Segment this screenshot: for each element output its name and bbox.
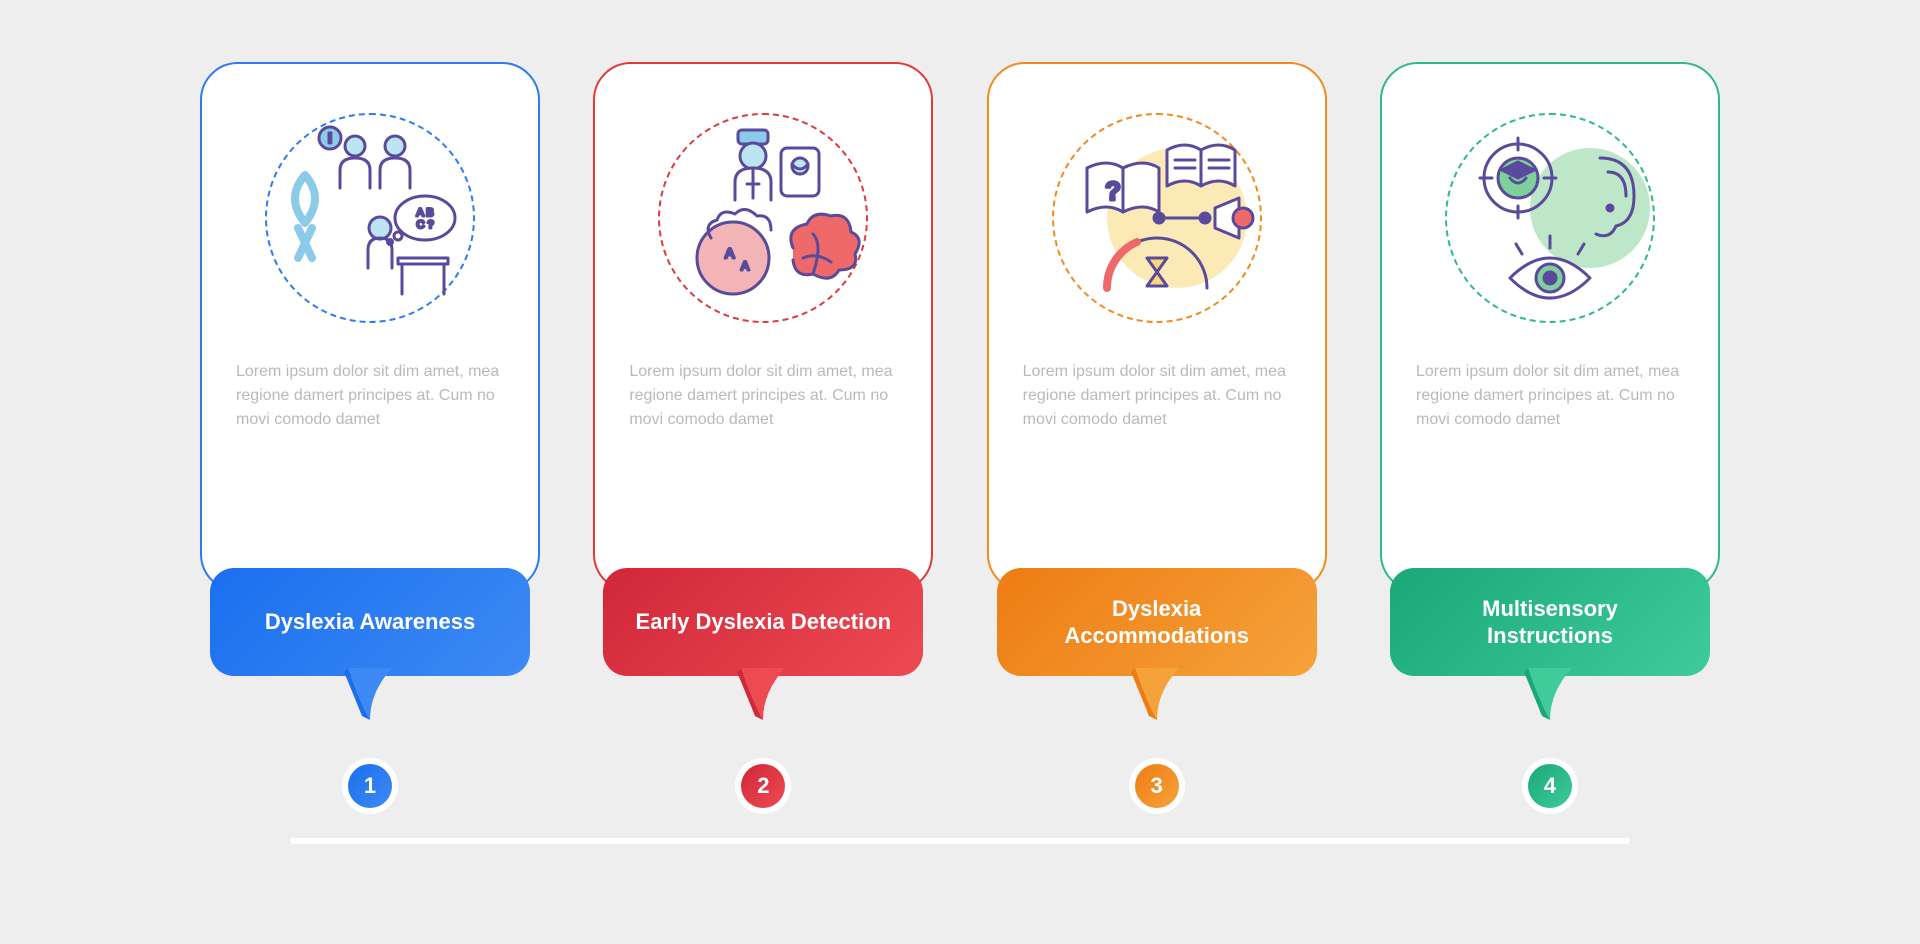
svg-text:A: A	[725, 245, 735, 261]
svg-text:A: A	[741, 259, 749, 273]
card-description: Lorem ipsum dolor sit dim amet, mea regi…	[623, 360, 903, 432]
card: A A Lorem ipsum dolor sit dim amet, mea …	[593, 62, 933, 592]
card-title: Dyslexia Accommodations	[1025, 595, 1289, 650]
bubble-tail-icon	[733, 668, 793, 728]
card-title: Early Dyslexia Detection	[636, 608, 892, 636]
svg-text:i: i	[328, 130, 332, 146]
accommodations-icon: ?	[1047, 108, 1267, 328]
card-title: Dyslexia Awareness	[265, 608, 475, 636]
step-number: 2	[757, 773, 769, 799]
card-description: Lorem ipsum dolor sit dim amet, mea regi…	[1410, 360, 1690, 432]
number-inner: 2	[741, 764, 785, 808]
title-bubble: Dyslexia Awareness	[210, 568, 530, 676]
icon-area	[1430, 98, 1670, 338]
icon-area: i A B C ?	[250, 98, 490, 338]
infographic-stage: i A B C ? Lorem ipsum dolor sit dim amet…	[200, 62, 1720, 882]
step-number: 4	[1544, 773, 1556, 799]
number-badge: 3	[1129, 758, 1185, 814]
card: Lorem ipsum dolor sit dim amet, mea regi…	[1380, 62, 1720, 592]
card-description: Lorem ipsum dolor sit dim amet, mea regi…	[230, 360, 510, 432]
card-column: ? Lorem ipsum dolor sit dim amet, mea re	[987, 62, 1327, 676]
card-column: A A Lorem ipsum dolor sit dim amet, mea …	[593, 62, 933, 676]
title-bubble: Early Dyslexia Detection	[603, 568, 923, 676]
bubble-tail-icon	[1520, 668, 1580, 728]
number-badge: 1	[342, 758, 398, 814]
svg-text:C ?: C ?	[416, 219, 433, 231]
multisensory-icon	[1440, 108, 1660, 328]
number-inner: 1	[348, 764, 392, 808]
number-badge: 4	[1522, 758, 1578, 814]
bubble-tail-icon	[340, 668, 400, 728]
number-inner: 4	[1528, 764, 1572, 808]
icon-area: A A	[643, 98, 883, 338]
card: i A B C ? Lorem ipsum dolor sit dim amet…	[200, 62, 540, 592]
bubble-tail-icon	[1127, 668, 1187, 728]
icon-area: ?	[1037, 98, 1277, 338]
number-inner: 3	[1135, 764, 1179, 808]
card-row: i A B C ? Lorem ipsum dolor sit dim amet…	[200, 62, 1720, 676]
number-badge: 2	[735, 758, 791, 814]
svg-text:A B: A B	[416, 207, 433, 219]
step-number: 1	[364, 773, 376, 799]
card-description: Lorem ipsum dolor sit dim amet, mea regi…	[1017, 360, 1297, 432]
svg-text:?: ?	[1105, 176, 1121, 206]
card-column: Lorem ipsum dolor sit dim amet, mea regi…	[1380, 62, 1720, 676]
step-number: 3	[1151, 773, 1163, 799]
card-column: i A B C ? Lorem ipsum dolor sit dim amet…	[200, 62, 540, 676]
detection-icon: A A	[653, 108, 873, 328]
title-bubble: Multisensory Instructions	[1390, 568, 1710, 676]
timeline-line	[290, 838, 1630, 844]
title-bubble: Dyslexia Accommodations	[997, 568, 1317, 676]
card-title: Multisensory Instructions	[1418, 595, 1682, 650]
card: ? Lorem ipsum dolor sit dim amet, mea re	[987, 62, 1327, 592]
awareness-icon: i A B C ?	[260, 108, 480, 328]
